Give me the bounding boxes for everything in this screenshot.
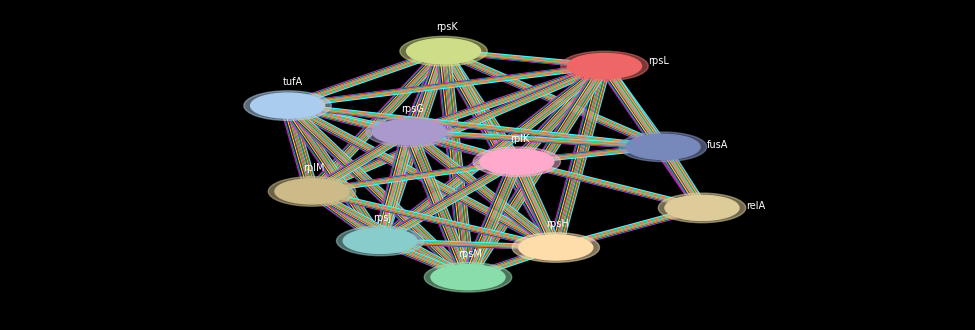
Text: relA: relA	[746, 201, 765, 211]
Circle shape	[336, 226, 424, 256]
Circle shape	[561, 51, 648, 81]
Circle shape	[619, 132, 707, 162]
Circle shape	[512, 233, 600, 262]
Circle shape	[366, 117, 453, 147]
Circle shape	[473, 147, 561, 177]
Circle shape	[519, 235, 593, 260]
Text: fusA: fusA	[707, 140, 728, 150]
Circle shape	[244, 91, 332, 120]
Circle shape	[626, 134, 700, 159]
Circle shape	[658, 193, 746, 223]
Circle shape	[372, 119, 447, 145]
Circle shape	[567, 53, 642, 79]
Circle shape	[275, 179, 349, 204]
Circle shape	[400, 36, 488, 66]
Text: rpsK: rpsK	[436, 22, 457, 32]
Circle shape	[480, 149, 554, 174]
Text: tufA: tufA	[283, 78, 302, 87]
Circle shape	[268, 177, 356, 206]
Text: rplK: rplK	[510, 134, 529, 144]
Circle shape	[431, 265, 505, 290]
Circle shape	[665, 195, 739, 220]
Text: rplM: rplM	[303, 163, 325, 173]
Text: rpsL: rpsL	[648, 56, 669, 66]
Circle shape	[343, 228, 417, 253]
Circle shape	[251, 93, 325, 118]
Circle shape	[407, 39, 481, 64]
Circle shape	[424, 262, 512, 292]
Text: rpsG: rpsG	[401, 104, 424, 114]
Text: rpsJ: rpsJ	[373, 213, 391, 223]
Text: rpsM: rpsM	[458, 249, 482, 259]
Text: rpsH: rpsH	[546, 219, 569, 229]
